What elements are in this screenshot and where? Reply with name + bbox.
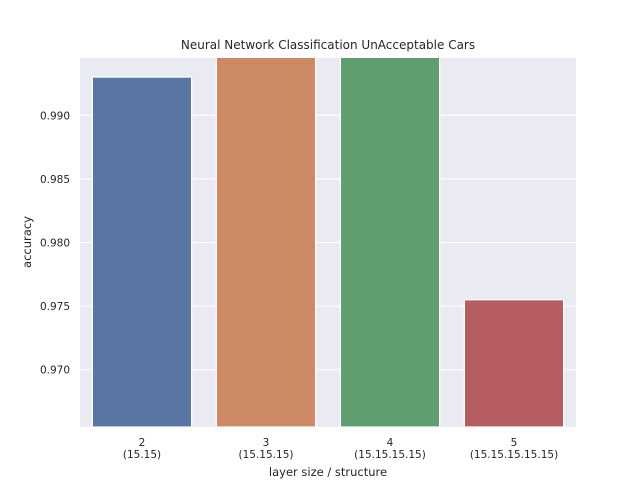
x-tick-label: (15.15.15.15): [354, 449, 426, 461]
x-tick-label: 4: [387, 437, 394, 449]
x-tick-label: 3: [263, 437, 270, 449]
y-tick-label: 0.990: [40, 110, 70, 122]
y-tick-label: 0.970: [40, 365, 70, 377]
y-tick-label: 0.985: [40, 174, 70, 186]
x-tick-label: (15.15.15): [239, 449, 294, 461]
x-tick-label: 5: [511, 437, 518, 449]
y-tick-label: 0.975: [40, 301, 70, 313]
bar: [91, 76, 193, 427]
chart-title: Neural Network Classification UnAcceptab…: [181, 38, 475, 52]
x-axis-label: layer size / structure: [269, 465, 387, 479]
x-axis-ticks: 2(15.15) 3(15.15.15) 4(15.15.15.15) 5(15.15…: [123, 437, 558, 461]
x-tick-label: 2: [139, 437, 146, 449]
y-tick-label: 0.980: [40, 238, 70, 250]
bar: [339, 58, 441, 427]
bar: [463, 299, 565, 427]
bars: [91, 58, 565, 427]
x-tick-label: (15.15): [123, 449, 161, 461]
x-tick-label: (15.15.15.15.15): [470, 449, 558, 461]
y-axis-label: accuracy: [20, 216, 34, 268]
y-axis-ticks: 0.970 0.975 0.980 0.985 0.990: [40, 110, 70, 376]
bar: [215, 58, 317, 427]
